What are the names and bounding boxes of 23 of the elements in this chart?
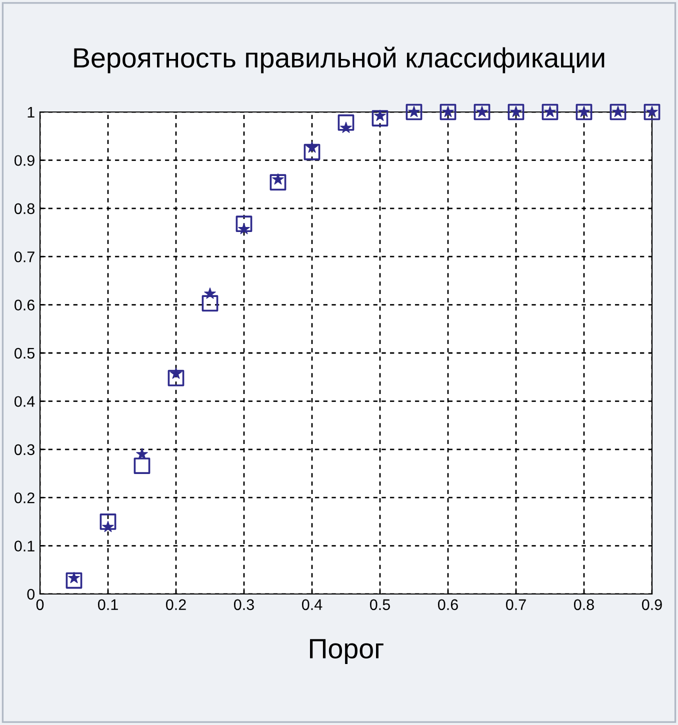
y-tick-label: 0.6 xyxy=(14,300,34,310)
x-tick-label: 0.1 xyxy=(98,599,118,610)
chart-title: Вероятность правильной классификации xyxy=(74,46,604,74)
y-tick-label: 0 xyxy=(27,588,35,600)
x-tick-label: 0.7 xyxy=(506,599,526,610)
x-tick-label: 0.2 xyxy=(166,599,186,610)
y-tick-label: 0.2 xyxy=(14,492,34,504)
x-tick-label: 0.4 xyxy=(302,599,322,610)
y-tick-label: 0.4 xyxy=(14,396,35,407)
x-tick-label: 0 xyxy=(36,599,44,610)
y-tick-label: 0.5 xyxy=(14,348,34,359)
y-tick-label: 0.8 xyxy=(14,203,34,214)
x-axis-title: Порог xyxy=(310,639,384,664)
x-tick-label: 0.3 xyxy=(234,599,254,610)
x-tick-label: 0.6 xyxy=(438,599,458,610)
y-tick-label: 0.3 xyxy=(14,444,34,456)
y-tick-label: 0.9 xyxy=(14,155,34,166)
y-tick-label: 0.1 xyxy=(14,540,34,552)
y-tick-label: 1 xyxy=(28,107,34,118)
x-tick-label: 0.9 xyxy=(642,599,662,610)
y-tick-label: 0.7 xyxy=(14,251,34,262)
x-tick-label: 0.5 xyxy=(370,599,390,610)
x-tick-label: 0.8 xyxy=(574,599,594,610)
